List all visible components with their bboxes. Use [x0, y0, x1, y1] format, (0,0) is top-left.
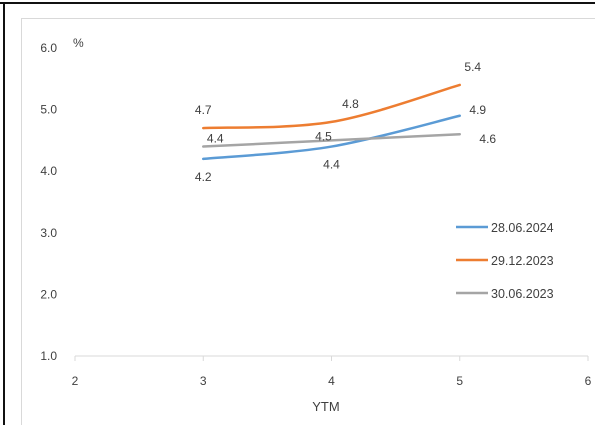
legend-label: 29.12.2023 — [491, 254, 554, 268]
x-tick-label: 3 — [200, 374, 207, 388]
data-label: 4.6 — [479, 132, 496, 146]
data-label: 4.2 — [195, 170, 212, 184]
x-tick-label: 5 — [456, 374, 463, 388]
chart-area — [21, 18, 595, 425]
y-tick-label: 4.0 — [40, 164, 57, 178]
series-line — [202, 132, 461, 148]
series-line — [202, 83, 461, 130]
x-axis-label: YTM — [312, 399, 339, 414]
x-tick-label: 6 — [585, 374, 592, 388]
legend-label: 28.06.2024 — [491, 221, 554, 235]
data-label: 4.4 — [323, 158, 340, 172]
y-tick-label: 5.0 — [40, 103, 57, 117]
series-line — [202, 114, 461, 161]
data-label: 5.4 — [464, 60, 481, 74]
x-tick-label: 4 — [328, 374, 335, 388]
data-label: 4.5 — [315, 129, 332, 143]
y-tick-label: 6.0 — [40, 41, 57, 55]
y-tick-label: 2.0 — [40, 287, 57, 301]
y-tick-label: 1.0 — [40, 349, 57, 363]
y-axis-label: % — [73, 36, 84, 50]
data-label: 4.8 — [342, 97, 359, 111]
y-tick-label: 3.0 — [40, 226, 57, 240]
legend-label: 30.06.2023 — [491, 287, 554, 301]
data-label: 4.7 — [195, 103, 212, 117]
data-label: 4.9 — [469, 103, 486, 117]
left-border-line — [3, 4, 5, 425]
x-tick-label: 2 — [72, 374, 79, 388]
data-label: 4.4 — [207, 132, 224, 146]
top-border-line — [0, 2, 595, 4]
